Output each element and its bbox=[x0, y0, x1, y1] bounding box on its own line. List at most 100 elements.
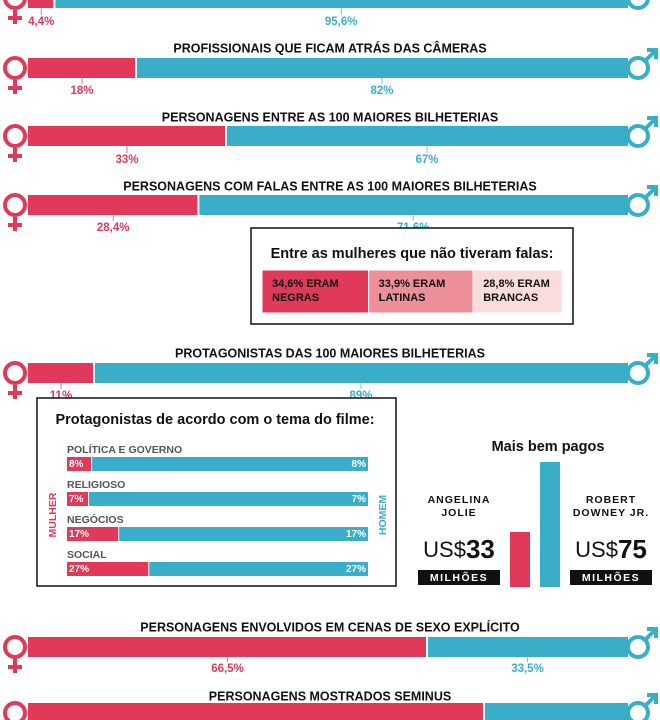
segment-label: 28,8% ERAM bbox=[483, 278, 550, 290]
female-symbol-cross bbox=[8, 659, 22, 673]
segment-label: NEGRAS bbox=[272, 292, 319, 304]
male-bar bbox=[226, 126, 628, 146]
row-title: PERSONAGENS COM FALAS ENTRE AS 100 MAIOR… bbox=[123, 179, 536, 193]
segment-label: 33,9% ERAM bbox=[379, 278, 446, 290]
person-name: ROBERT bbox=[586, 494, 636, 506]
inset-title: Entre as mulheres que não tiveram falas: bbox=[271, 246, 554, 262]
female-bar bbox=[28, 195, 199, 215]
male-symbol bbox=[626, 0, 650, 10]
person-name: DOWNEY JR. bbox=[573, 507, 649, 519]
male-bar bbox=[484, 703, 628, 720]
male-bar bbox=[149, 562, 368, 576]
row-title: PROFISSIONAIS QUE FICAM ATRÁS DAS CÂMERA… bbox=[173, 40, 486, 55]
salary: US$75 bbox=[575, 534, 647, 564]
female-label: 27% bbox=[69, 564, 89, 575]
male-value-label: 33,5% bbox=[511, 663, 544, 675]
male-symbol-arrow bbox=[644, 185, 658, 199]
male-symbol-arrow bbox=[644, 48, 658, 62]
row-title: PERSONAGENS MOSTRADOS SEMINUS bbox=[209, 689, 451, 703]
male-symbol-arrow bbox=[644, 627, 658, 641]
male-value-label: 95,6% bbox=[325, 16, 358, 28]
male-label: 17% bbox=[346, 529, 366, 540]
male-symbol-arrow bbox=[644, 116, 658, 130]
female-bar bbox=[28, 126, 226, 146]
male-bar bbox=[136, 58, 628, 78]
unit: MILHÕES bbox=[430, 571, 488, 584]
themes-title: Protagonistas de acordo com o tema do fi… bbox=[55, 412, 374, 428]
row-title: PROTAGONISTAS DAS 100 MAIORES BILHETERIA… bbox=[175, 346, 485, 360]
paid-bar bbox=[540, 462, 560, 587]
male-axis-label: HOMEM bbox=[377, 495, 389, 536]
female-value-label: 28,4% bbox=[97, 222, 130, 234]
paid-bar bbox=[510, 532, 530, 587]
segment bbox=[472, 269, 563, 314]
theme-name: SOCIAL bbox=[67, 549, 107, 561]
salary: US$33 bbox=[423, 534, 495, 564]
currency: US$ bbox=[423, 537, 466, 562]
male-label: 7% bbox=[352, 494, 367, 505]
male-symbol bbox=[626, 56, 650, 80]
female-label: 8% bbox=[69, 459, 84, 470]
male-bar bbox=[94, 363, 628, 383]
male-symbol-arrow bbox=[644, 693, 658, 707]
female-bar bbox=[28, 703, 484, 720]
male-value-label: 82% bbox=[370, 85, 393, 97]
female-symbol bbox=[3, 56, 27, 80]
male-bar bbox=[89, 492, 368, 506]
female-bar bbox=[67, 562, 149, 576]
male-bar bbox=[119, 527, 368, 541]
theme-name: RELIGIOSO bbox=[67, 479, 125, 491]
female-symbol-cross bbox=[8, 217, 22, 231]
theme-name: POLÍTICA E GOVERNO bbox=[67, 443, 182, 456]
female-bar bbox=[28, 363, 94, 383]
female-symbol-cross bbox=[8, 385, 22, 399]
female-bar bbox=[28, 0, 55, 8]
male-bar bbox=[54, 0, 628, 8]
female-symbol bbox=[3, 635, 27, 659]
segment-label: BRANCAS bbox=[483, 292, 538, 304]
female-bar bbox=[67, 492, 89, 506]
female-value-label: 33% bbox=[115, 154, 138, 166]
female-symbol bbox=[3, 0, 27, 10]
female-symbol-cross bbox=[8, 10, 22, 24]
paid-title: Mais bem pagos bbox=[492, 439, 605, 455]
unit-box bbox=[418, 570, 500, 585]
female-value-label: 66,5% bbox=[211, 663, 244, 675]
male-symbol-arrow bbox=[644, 353, 658, 367]
female-symbol-cross bbox=[8, 80, 22, 94]
female-label: 17% bbox=[69, 529, 89, 540]
male-symbol bbox=[626, 635, 650, 659]
female-label: 7% bbox=[69, 494, 84, 505]
male-value-label: 67% bbox=[415, 154, 438, 166]
person-name: ANGELINA bbox=[428, 494, 491, 506]
salary-value: 75 bbox=[618, 534, 647, 564]
unit: MILHÕES bbox=[582, 571, 640, 584]
male-bar bbox=[427, 637, 628, 657]
row-title: PERSONAGENS ENTRE AS 100 MAIORES BILHETE… bbox=[162, 110, 498, 124]
male-symbol bbox=[626, 361, 650, 385]
segment bbox=[261, 269, 370, 314]
segment bbox=[368, 269, 474, 314]
male-symbol bbox=[626, 193, 650, 217]
unit-box bbox=[570, 570, 652, 585]
female-value-label: 4,4% bbox=[28, 16, 54, 28]
female-bar bbox=[67, 457, 92, 471]
female-symbol bbox=[3, 361, 27, 385]
currency: US$ bbox=[575, 537, 618, 562]
female-symbol-cross bbox=[8, 148, 22, 162]
female-symbol bbox=[3, 701, 27, 720]
row-title: PERSONAGENS ENVOLVIDOS EM CENAS DE SEXO … bbox=[140, 619, 520, 634]
female-value-label: 18% bbox=[70, 85, 93, 97]
male-bar bbox=[92, 457, 368, 471]
theme-name: NEGÓCIOS bbox=[67, 513, 124, 526]
male-bar bbox=[198, 195, 628, 215]
male-symbol bbox=[626, 124, 650, 148]
female-bar bbox=[28, 637, 427, 657]
male-symbol bbox=[626, 701, 650, 720]
salary-value: 33 bbox=[466, 534, 495, 564]
person-name: JOLIE bbox=[441, 507, 476, 519]
female-symbol bbox=[3, 193, 27, 217]
male-label: 27% bbox=[346, 564, 366, 575]
segment-label: 34,6% ERAM bbox=[272, 278, 339, 290]
